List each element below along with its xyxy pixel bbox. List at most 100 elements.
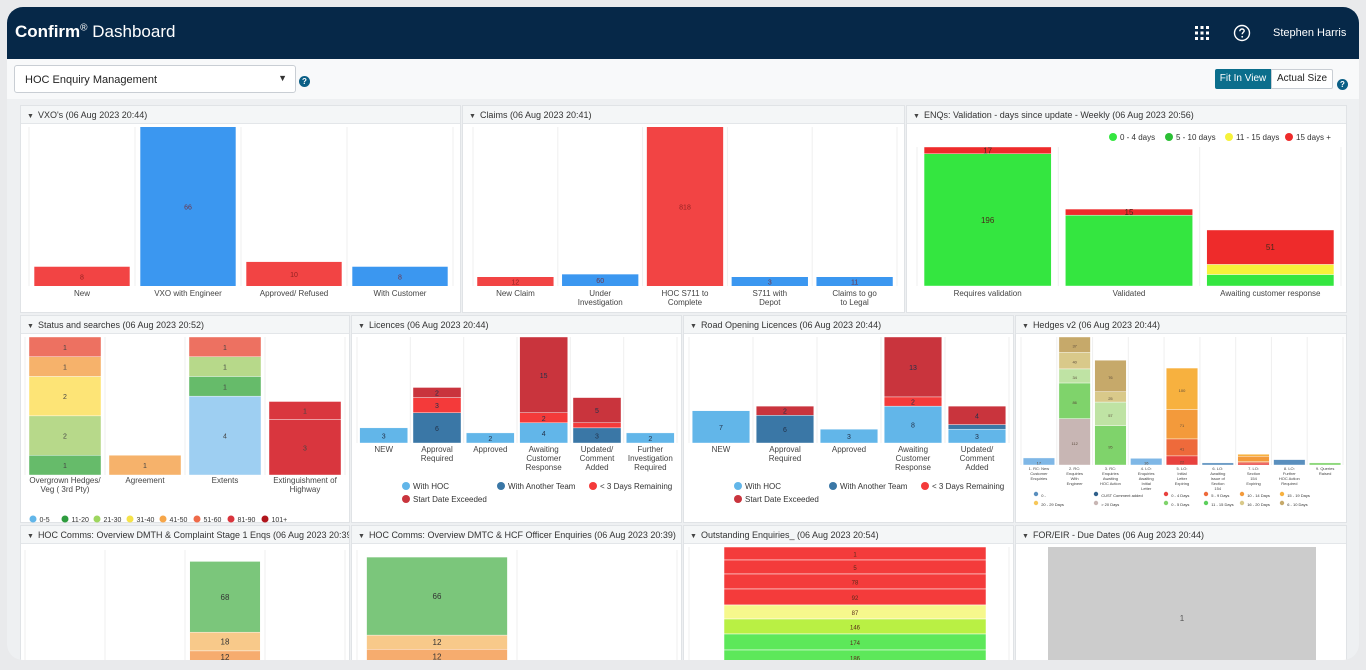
category-label: Approved — [473, 445, 507, 454]
legend-marker — [497, 482, 505, 490]
category-label: New Claim — [496, 289, 535, 298]
bar — [562, 274, 639, 286]
data-label: 41 — [1180, 446, 1185, 451]
panel-title-text: VXO's (06 Aug 2023 20:44) — [37, 110, 148, 120]
fit-in-view-button[interactable]: Fit In View — [1215, 69, 1271, 89]
data-label: 66 — [184, 205, 192, 212]
panel-title[interactable]: ▼ VXO's (06 Aug 2023 20:44) — [21, 106, 460, 124]
stack-segment — [1094, 359, 1127, 392]
stack-segment — [1065, 214, 1193, 287]
category-label-line: Investigation — [628, 454, 673, 463]
help-circle-icon[interactable] — [1233, 24, 1251, 42]
help-icon[interactable]: ? — [1337, 79, 1348, 90]
category-label-line: Highway — [290, 485, 321, 494]
dashboard-select-value: HOC Enquiry Management — [25, 74, 158, 86]
bar — [816, 277, 893, 286]
panel-title[interactable]: ▼ Licences (06 Aug 2023 20:44) — [352, 316, 681, 334]
hedges-chart: 17 112 86 34 40 37 95 57 25 76 16 22 41 71 100 1. RC: N… — [1020, 336, 1344, 507]
panel-title[interactable]: ▼ ENQs: Validation - days since update - … — [907, 106, 1346, 124]
panel-title[interactable]: ▼ Status and searches (06 Aug 2023 20:52) — [21, 316, 349, 334]
category-label-line: 6. LO: — [1212, 466, 1223, 471]
category-label: VXO with Engineer — [154, 289, 222, 298]
stack-segment — [1058, 418, 1091, 466]
stack-segment — [1237, 456, 1270, 462]
category-label-line: Expiring — [1175, 481, 1189, 486]
category-label-line: Agreement — [125, 476, 165, 485]
panel-hedges: ▼ Hedges v2 (06 Aug 2023 20:44) 17 112 86 34… — [1015, 315, 1347, 523]
collapse-triangle-icon[interactable]: ▼ — [913, 113, 920, 120]
collapse-triangle-icon[interactable]: ▼ — [1022, 533, 1029, 540]
category-label-line: Letter — [1177, 476, 1188, 481]
category-label-line: Awaiting — [1103, 476, 1118, 481]
stack-segment — [359, 427, 408, 444]
category-label-line: Validated — [1113, 289, 1146, 298]
collapse-triangle-icon[interactable]: ▼ — [1022, 323, 1029, 330]
category-label-line: 4. LO: — [1141, 466, 1152, 471]
collapse-triangle-icon[interactable]: ▼ — [27, 533, 34, 540]
collapse-triangle-icon[interactable]: ▼ — [358, 323, 365, 330]
collapse-triangle-icon[interactable]: ▼ — [690, 533, 697, 540]
panel-vxo: ▼ VXO's (06 Aug 2023 20:44) 8 66 10 8 New VXO … — [20, 105, 461, 313]
legend-label: < 3 Days Remaining — [932, 482, 1004, 491]
panel-title[interactable]: ▼ Hedges v2 (06 Aug 2023 20:44) — [1016, 316, 1346, 334]
legend-label: 5 - 10 days — [1176, 133, 1216, 142]
legend-label: > 20 Days — [1101, 502, 1119, 507]
collapse-triangle-icon[interactable]: ▼ — [469, 113, 476, 120]
panel-title[interactable]: ▼ HOC Comms: Overview DMTC & HCF Officer … — [352, 526, 681, 544]
category-label-line: Enquiries — [1066, 471, 1083, 476]
panel-title[interactable]: ▼ Claims (06 Aug 2023 20:41) — [463, 106, 904, 124]
panel-title[interactable]: ▼ FOR/EIR - Due Dates (06 Aug 2023 20:44) — [1016, 526, 1346, 544]
panel-enq-validation: ▼ ENQs: Validation - days since update - … — [906, 105, 1347, 313]
category-label: S711 with Depot — [753, 289, 788, 307]
legend-marker — [589, 482, 597, 490]
category-label-line: Initial — [1177, 471, 1186, 476]
panel-title[interactable]: ▼ Road Opening Licences (06 Aug 2023 20:4… — [684, 316, 1013, 334]
data-label: 3 — [975, 434, 979, 441]
category-label-line: Comment — [960, 454, 995, 463]
collapse-triangle-icon[interactable]: ▼ — [358, 533, 365, 540]
hoc-dmth-chart: 1612186812 — [24, 550, 346, 660]
legend-marker — [193, 515, 201, 523]
category-label-line: Initial — [1142, 481, 1151, 486]
data-label: 1 — [303, 409, 307, 416]
category-label-line: Required — [769, 454, 801, 463]
legend-label: 11 - 15 days — [1236, 133, 1279, 142]
stack-segment — [1237, 454, 1270, 457]
panel-title[interactable]: ▼ Outstanding Enquiries_ (06 Aug 2023 20:… — [684, 526, 1013, 544]
category-label-line: Extents — [212, 476, 239, 485]
category-label-line: 9. Queries — [1316, 466, 1334, 471]
data-label: 1 — [223, 384, 227, 391]
category-label-line: Further — [637, 445, 663, 454]
legend-marker — [126, 515, 134, 523]
category-label-line: Further — [1283, 471, 1297, 476]
category-label-line: NEW — [374, 445, 393, 454]
legend-label: 81-90 — [238, 517, 256, 524]
data-label: 3 — [435, 403, 439, 410]
data-label: 196 — [981, 216, 995, 225]
help-icon[interactable]: ? — [299, 76, 310, 87]
apps-grid-icon[interactable] — [1195, 26, 1209, 40]
panel-for-eir: ▼ FOR/EIR - Due Dates (06 Aug 2023 20:44)… — [1015, 525, 1347, 660]
collapse-triangle-icon[interactable]: ▼ — [27, 323, 34, 330]
category-label-line: Approved/ Refused — [260, 289, 329, 298]
data-label: 3 — [303, 445, 307, 452]
panel-title-text: HOC Comms: Overview DMTC & HCF Officer E… — [368, 530, 676, 540]
brand-title[interactable]: Confirm® Dashboard — [15, 22, 175, 42]
user-name[interactable]: Stephen Harris — [1273, 27, 1347, 39]
actual-size-button[interactable]: Actual Size — [1271, 69, 1333, 89]
stack-segment — [572, 397, 622, 424]
panel-title[interactable]: ▼ HOC Comms: Overview DMTH & Complaint St… — [21, 526, 349, 544]
dashboard-select[interactable]: HOC Enquiry Management ▼ — [14, 65, 296, 93]
dashboard-grid: ▼ VXO's (06 Aug 2023 20:44) 8 66 10 8 New VXO … — [7, 99, 1359, 660]
collapse-triangle-icon[interactable]: ▼ — [690, 323, 697, 330]
collapse-triangle-icon[interactable]: ▼ — [27, 113, 34, 120]
status-chart: 1 2 2 1 1 1 4 1 1 1 3 1 Overgrown Hedges/Veg ( 3rd P… — [24, 336, 346, 524]
data-label: 1 — [1180, 614, 1185, 623]
legend-label: 0 - 4 days — [1120, 133, 1155, 142]
data-label: 4 — [975, 413, 979, 420]
legend-marker — [829, 482, 837, 490]
category-label: Awaiting Customer Response — [895, 445, 932, 472]
legend-marker — [1109, 133, 1117, 141]
data-label: 6 — [435, 426, 439, 433]
legend-label: 5 - 9 Days — [1211, 493, 1229, 498]
